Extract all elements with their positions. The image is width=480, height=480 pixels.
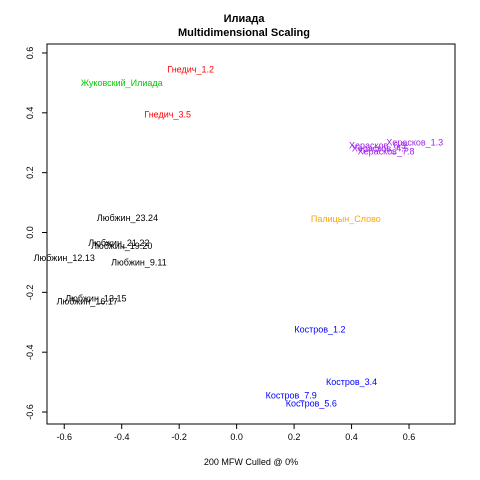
x-axis: -0.6 -0.4 -0.2 0.0 0.2 0.4 0.6 — [56, 424, 415, 442]
y-tick-label: -0.4 — [25, 344, 35, 360]
point-label: Костров_5.6 — [286, 399, 337, 409]
x-tick-label: -0.4 — [114, 432, 130, 442]
point-label: Любжин_16.17 — [57, 296, 118, 306]
y-tick-label: 0.0 — [25, 226, 35, 239]
point-labels: Гнедич_1.2 Жуковский_Илиада Гнедич_3.5 Хера… — [34, 64, 444, 408]
y-tick-label: -0.2 — [25, 285, 35, 301]
point-label: Херасков_4.5 — [352, 144, 409, 154]
point-label: Палицын_Слово — [311, 214, 381, 224]
plot-frame — [46, 43, 456, 425]
y-tick-label: 0.6 — [25, 47, 35, 60]
point-label: Херасков_6.9 — [349, 141, 406, 151]
x-tick-label: 0.0 — [230, 432, 243, 442]
y-tick-label: -0.6 — [25, 404, 35, 420]
point-label: Любжин_23.24 — [97, 213, 158, 223]
point-label: Любжин_21.22 — [88, 238, 149, 248]
point-label: Херасков_1.3 — [386, 138, 443, 148]
point-label: Гнедич_3.5 — [144, 109, 191, 119]
y-axis: -0.6 -0.4 -0.2 0.0 0.2 0.4 0.6 — [25, 47, 47, 420]
x-axis-label: 200 MFW Culled @ 0% — [204, 457, 298, 467]
point-label: Жуковский_Илиада — [81, 78, 163, 88]
x-tick-label: 0.2 — [288, 432, 301, 442]
point-label: Костров_7.9 — [266, 391, 317, 401]
x-tick-label: 0.6 — [403, 432, 416, 442]
x-tick-label: 0.4 — [345, 432, 358, 442]
chart-title: Илиада — [224, 13, 266, 25]
point-label: Любжин_12.13 — [34, 253, 95, 263]
x-tick-label: -0.2 — [171, 432, 187, 442]
point-label: Любжин_19.20 — [91, 241, 152, 251]
point-label: Костров_3.4 — [326, 377, 377, 387]
point-label: Любжин_9.11 — [111, 257, 167, 267]
y-tick-label: 0.4 — [25, 107, 35, 120]
point-label: Гнедич_1.2 — [167, 64, 214, 74]
y-tick-label: 0.2 — [25, 166, 35, 179]
point-label: Херасков_7.8 — [358, 147, 415, 157]
x-tick-label: -0.6 — [56, 432, 72, 442]
chart-subtitle: Multidimensional Scaling — [178, 27, 310, 39]
point-label: Любжин_13.15 — [65, 293, 126, 303]
point-label: Костров_1.2 — [294, 325, 345, 335]
